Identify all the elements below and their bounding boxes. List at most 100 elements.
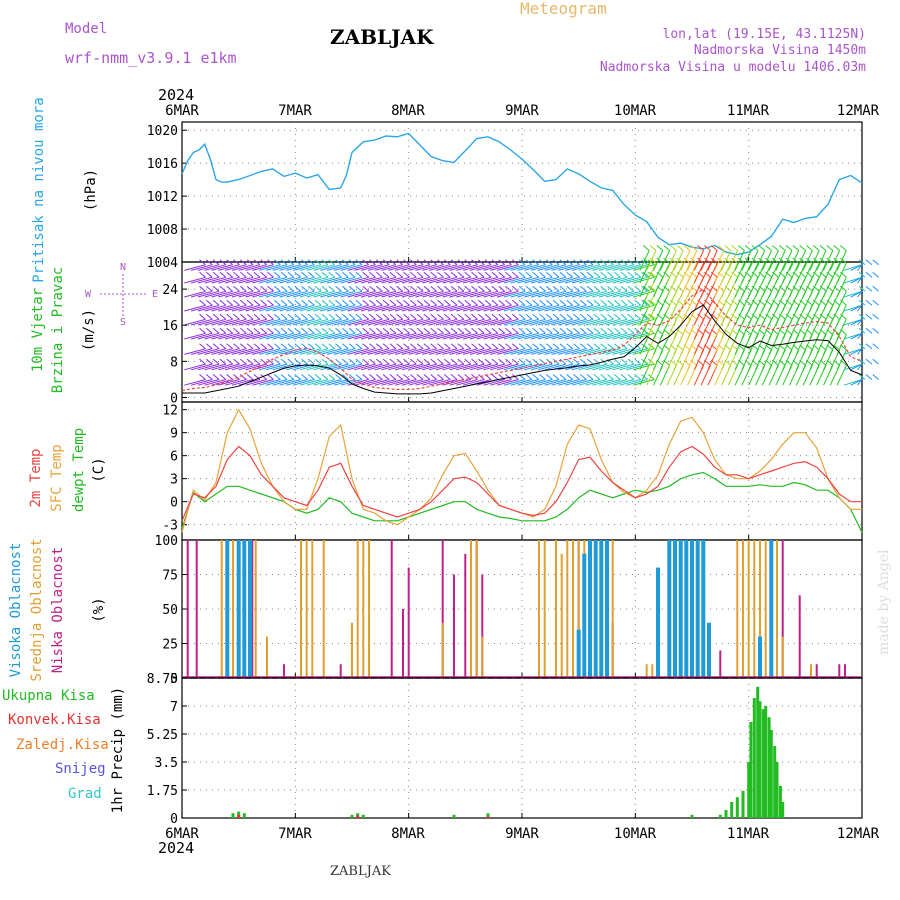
wind-barb-flag [586, 259, 594, 266]
cloud-bar [844, 664, 846, 678]
wind-barb-flag [826, 359, 834, 366]
wind-barb-flag [600, 285, 608, 292]
wind-barb [197, 264, 220, 271]
wind-barb [265, 290, 288, 298]
wind-barb-flag [205, 374, 213, 380]
wind-barb [306, 276, 329, 284]
cloud-bar [577, 540, 580, 678]
wind-barb-flag [362, 271, 370, 278]
wind-barb [435, 304, 458, 312]
wind-barb [286, 332, 308, 340]
wind-barb-flag [758, 313, 766, 320]
wind-barb [530, 304, 553, 312]
wind-barb-flag [205, 327, 213, 334]
wind-barb-flag [586, 299, 594, 306]
wind-barb-flag [573, 271, 580, 278]
wind-barb-flag [600, 374, 608, 380]
wind-barb-flag [683, 359, 691, 366]
precip-bar [730, 802, 734, 818]
wind-barb-flag [724, 271, 732, 278]
wind-barb-flag [348, 374, 356, 380]
wind-barb [354, 363, 376, 371]
wind-barb-flag [355, 271, 363, 278]
wind-barb-flag [477, 299, 485, 306]
wind-barb [632, 318, 655, 326]
cloud-bar [283, 664, 285, 678]
wind-barb [238, 276, 261, 284]
wind-barb-flag [799, 271, 806, 278]
wind-barb-flag [586, 343, 594, 350]
wind-barb-flag [649, 329, 657, 335]
wind-barb-flag [409, 313, 417, 320]
wind-barb [435, 332, 458, 340]
wind-barb [571, 379, 594, 386]
wind-barb [381, 304, 403, 312]
wind-barb-flag [840, 359, 847, 366]
wind-barb-flag [858, 285, 866, 292]
x-tick-top-0: 6MAR [165, 103, 199, 119]
wind-barb-flag [647, 285, 655, 292]
wind-barb [258, 332, 281, 340]
wind-barb [469, 276, 492, 284]
wind-barb [632, 363, 655, 371]
cloud-bar [678, 540, 683, 678]
wind-barb-flag [663, 299, 670, 306]
precip-bar [761, 709, 765, 818]
wind-barb [381, 264, 403, 271]
wind-barb-flag [642, 344, 650, 351]
wind-barb [809, 250, 820, 271]
wind-barb-flag [212, 327, 220, 334]
wind-barb-flag [593, 327, 601, 334]
wind-barb-flag [819, 329, 827, 335]
cloud-bar [356, 540, 359, 678]
wind-barb [428, 348, 451, 355]
wind-barb [476, 318, 499, 326]
wind-barb-flag [450, 313, 458, 320]
wind-barb-flag [697, 245, 704, 251]
wind-barb [326, 332, 349, 340]
pressure-frame [181, 121, 863, 263]
wind-barb-flag [375, 358, 383, 365]
wind-barb [367, 304, 390, 312]
wind-barb [190, 318, 213, 326]
wind-barb [408, 379, 431, 386]
wind-barb [530, 348, 553, 355]
wind-barb-flag [738, 285, 745, 292]
wind-barb [388, 318, 410, 326]
wind-barb-flag [273, 313, 281, 320]
wind-barb [564, 318, 587, 326]
wind-barb-flag [301, 285, 308, 292]
wind-barb-flag [450, 374, 458, 380]
wind-barb-flag [246, 358, 254, 365]
wind-barb [632, 304, 655, 312]
wind-barb-flag [738, 299, 745, 306]
wind-barb [598, 290, 621, 298]
wind-barb-flag [518, 285, 526, 292]
wind-barb-flag [532, 285, 540, 292]
wind-barb-flag [532, 259, 540, 266]
wind-barb [320, 363, 342, 371]
wind-barb [415, 332, 437, 340]
wind-barb [490, 363, 512, 371]
wind-barb [320, 379, 342, 386]
cloud-bar [695, 540, 700, 678]
wind-barb [558, 264, 580, 271]
wind-barb-flag [758, 329, 766, 335]
wind-barb-flag [586, 374, 594, 380]
cloud-bar [232, 540, 234, 678]
wind-barb-flag [409, 327, 417, 334]
wind-barb [258, 318, 281, 326]
wind-barb-flag [865, 343, 873, 350]
wind-barb-flag [253, 259, 261, 266]
wind-barb-flag [491, 271, 499, 278]
wind-barb-flag [443, 271, 451, 278]
cloud-bar [667, 540, 672, 678]
wind-barb [605, 363, 628, 371]
wind-barb-flag [457, 285, 465, 292]
wind-barb [442, 318, 465, 326]
wind-barb-flag [294, 327, 302, 334]
wind-barb-flag [505, 374, 512, 380]
wind-barb [598, 379, 621, 386]
wind-barb [388, 290, 410, 298]
wind-barb [265, 304, 288, 312]
